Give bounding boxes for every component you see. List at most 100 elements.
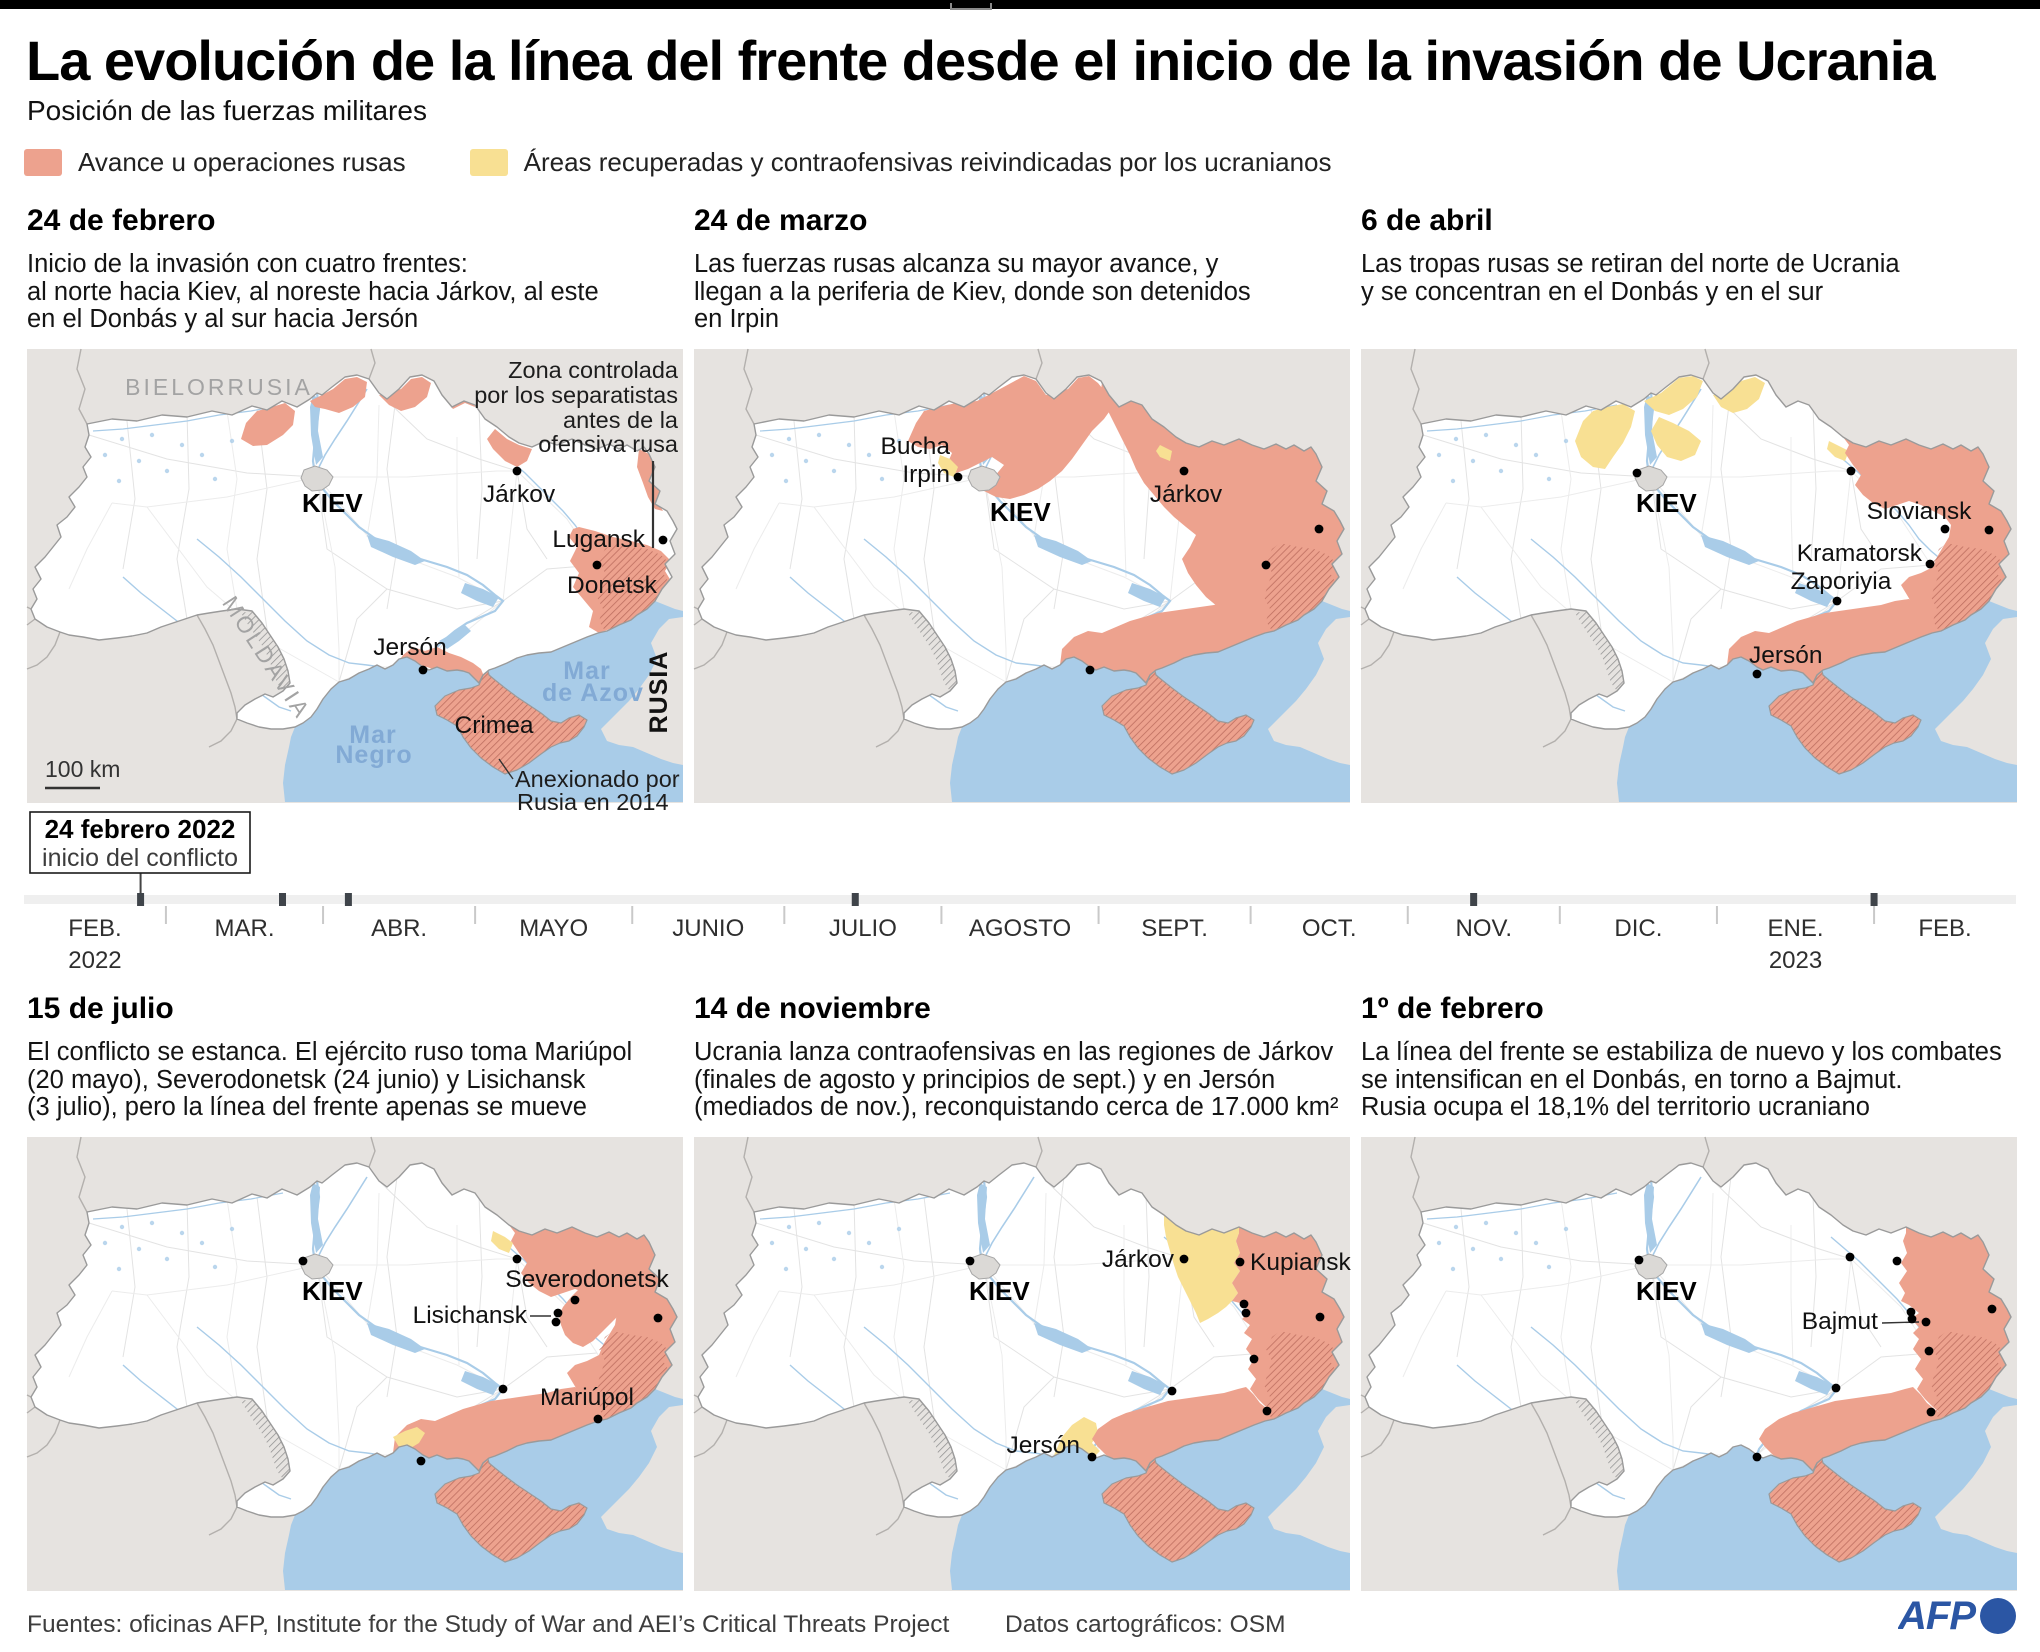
neighbor-border [1530, 1402, 1572, 1508]
map-region-hatch [1931, 1331, 2003, 1419]
lake [1453, 1224, 1459, 1230]
crimea-border [1768, 1458, 1922, 1563]
afp-logo-circle [1980, 1598, 2016, 1634]
map-region-salmon [393, 1387, 631, 1471]
map-city-dot [1925, 559, 1935, 569]
neighbor-border [26, 1406, 36, 1414]
map-city-dot [1907, 1314, 1917, 1324]
legend-label-ukrainian-recovered: Áreas recuperadas y contraofensivas reiv… [523, 146, 1332, 177]
lake [199, 1240, 205, 1246]
lake [179, 1230, 185, 1236]
oblast-border [1510, 412, 1524, 620]
lake [1533, 452, 1539, 458]
map-label: Járkov [483, 481, 556, 508]
reservoir [310, 1183, 323, 1253]
oblast-border [1045, 1180, 1185, 1260]
map-label: KIEV [969, 1276, 1030, 1306]
lake [783, 1266, 789, 1272]
map-region-hatch [1931, 543, 2003, 631]
crimea-border [434, 670, 588, 775]
neighbor-border [368, 348, 376, 380]
river-desna [318, 1176, 368, 1256]
road [735, 502, 780, 590]
map-5: KIEV Járkov Kupiansk Jersón [693, 1136, 1352, 1591]
map-region-yellow [491, 1231, 513, 1253]
lake [831, 468, 837, 474]
neighbor-border [1542, 718, 1572, 748]
map-region-yellow [1713, 377, 1765, 413]
road [317, 470, 517, 478]
land-kuban [1268, 1405, 1350, 1553]
timeline-date-box [29, 811, 251, 874]
timeline-year-label: 2023 [1769, 947, 1822, 974]
road [456, 1225, 460, 1366]
oblast-border [516, 1258, 548, 1348]
oblast-border [1836, 1352, 1932, 1390]
panel-heading: 14 de noviembre [694, 992, 931, 1025]
road [893, 410, 905, 610]
lake [1546, 1264, 1552, 1270]
map-label: KIEV [1636, 488, 1697, 518]
map-6: KIEV Bajmut [1360, 1136, 2017, 1591]
map-city-dot [592, 560, 602, 570]
panel-3: 6 de abril Las tropas rusas se retiran de… [1360, 205, 2017, 805]
map-city-dot [1987, 1304, 1997, 1314]
map-city-dot [553, 1308, 563, 1318]
timeline-month-label: FEB. [1918, 915, 1971, 942]
timeline: FEB. 2022 MAR. ABR. MAYO JUNIO JULIO AGOSTO SEPT… [24, 811, 2016, 974]
road [983, 1264, 1007, 1470]
road [1651, 470, 1851, 478]
land-kuban [1268, 617, 1350, 765]
ukraine-border [1364, 1162, 2012, 1518]
panel-heading: 15 de julio [27, 992, 174, 1025]
reservoir [1644, 1183, 1657, 1253]
map-region-salmon [487, 429, 532, 467]
map-city-dot [1261, 560, 1271, 570]
lake [1546, 476, 1552, 482]
neighbor-border [693, 631, 728, 670]
neighbor-border [1360, 1394, 1366, 1398]
road [1402, 1290, 1447, 1378]
map-city-dot [570, 1295, 580, 1305]
oblast-border [1422, 1222, 1652, 1266]
reservoir [1644, 395, 1657, 465]
lake [786, 436, 792, 442]
lake [199, 452, 205, 458]
road [1402, 502, 1447, 590]
timeline-month-label: ABR. [371, 915, 427, 942]
map-label: ofensiva rusa [538, 431, 679, 457]
timeline-month-label: AGOSTO [969, 915, 1071, 942]
lake [179, 442, 185, 448]
map-city-dot [498, 1384, 508, 1394]
map-region-yellow [1644, 376, 1703, 415]
timeline-event-tick [344, 893, 352, 906]
map-city-dot [953, 472, 963, 482]
map-city-dot [658, 535, 668, 545]
map-city-dot [1845, 1252, 1855, 1262]
road [68, 502, 113, 590]
map-label: Mariúpol [540, 1384, 634, 1411]
transnistria-hatch [908, 1399, 957, 1479]
map-region-hatch [597, 543, 669, 631]
oblast-border [1810, 1194, 1817, 1348]
map-label: KIEV [302, 488, 363, 518]
neighbor-border [26, 631, 61, 670]
lake [896, 438, 902, 444]
reservoir [1034, 1323, 1092, 1353]
panel-description: Las fuerzas rusas alcanza su mayor avanc… [694, 250, 1251, 334]
neighbor-border [863, 614, 905, 720]
oblast-border [476, 406, 483, 560]
neighbor-border [1360, 606, 1366, 610]
road [735, 1290, 780, 1378]
crimea-border [1768, 670, 1922, 775]
map-region-hatch [1264, 543, 1336, 631]
ukraine-border [30, 1162, 678, 1518]
ukraine-border [697, 1162, 1345, 1518]
land-kuban [1935, 1405, 2017, 1553]
road [1445, 1264, 1652, 1296]
river-buh [863, 538, 1049, 668]
map-label: Sloviansk [1867, 498, 1973, 525]
road [1123, 437, 1127, 578]
map-city-dot [1262, 1406, 1272, 1416]
